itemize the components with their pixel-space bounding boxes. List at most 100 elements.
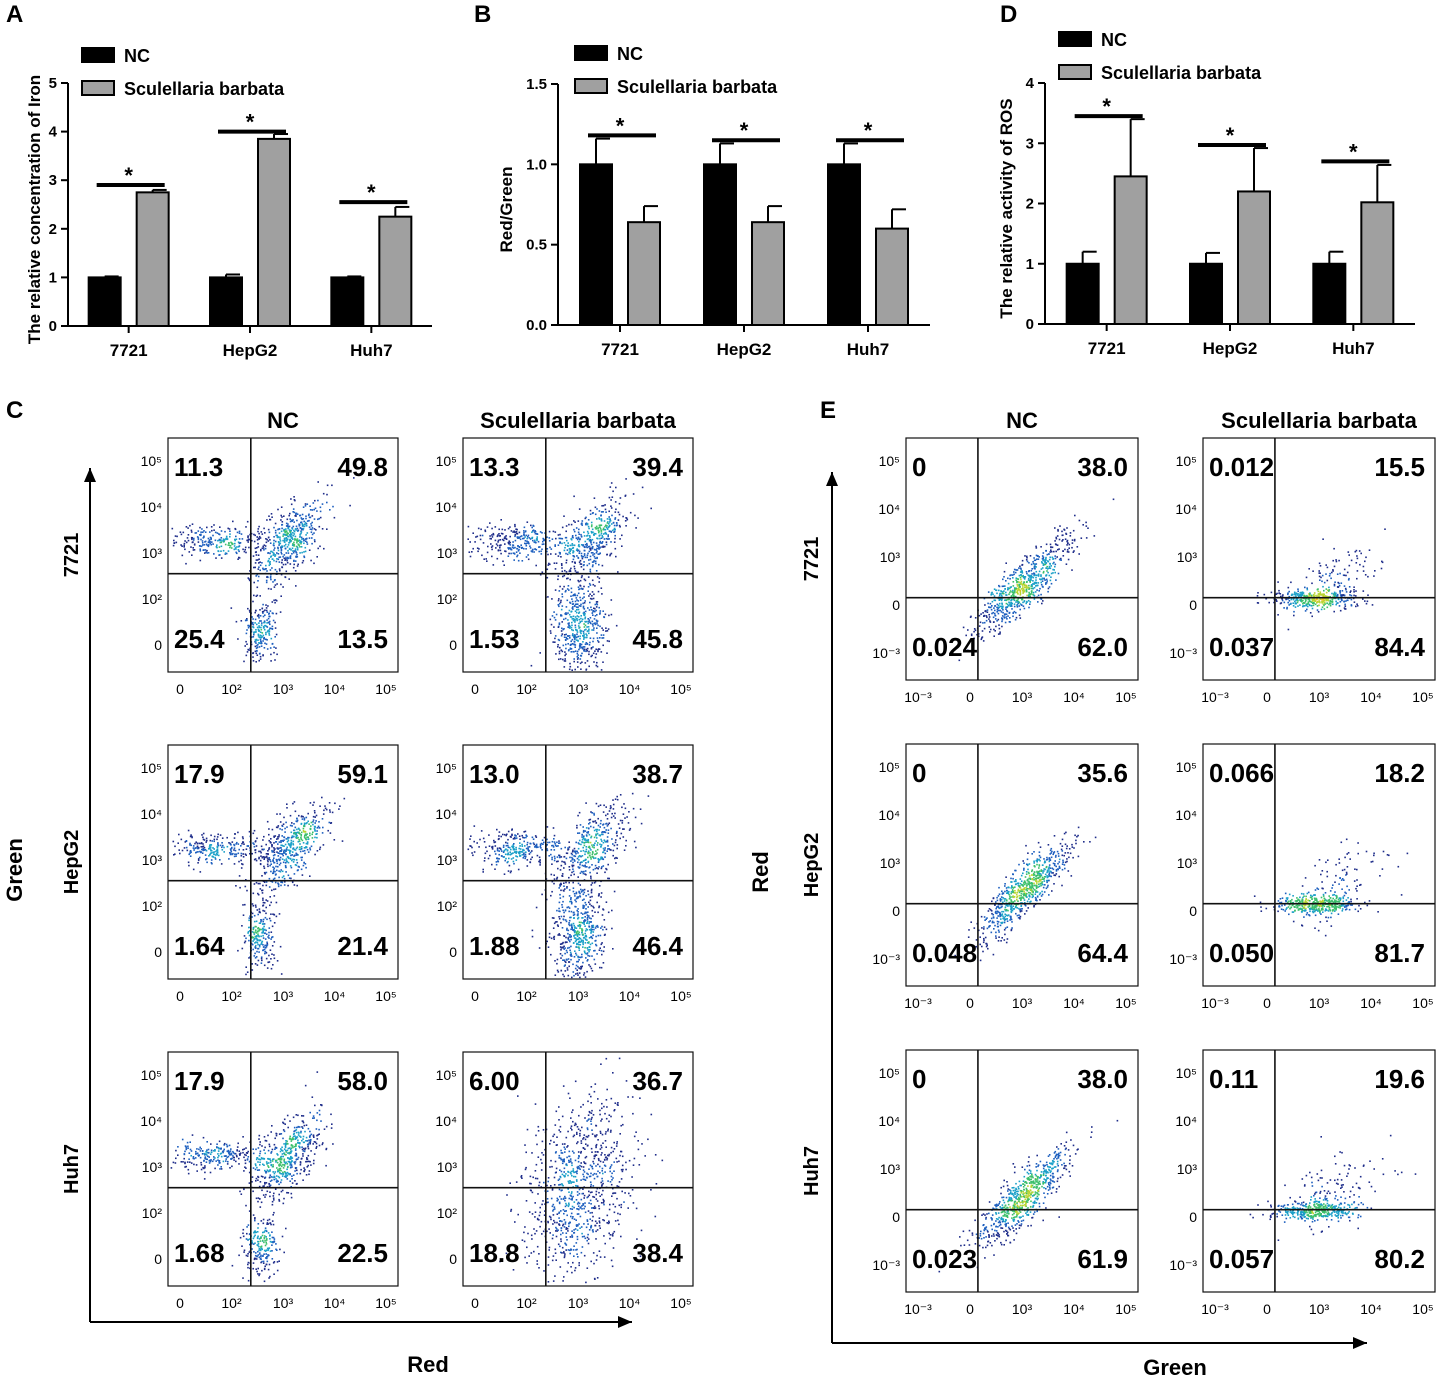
- event-point: [494, 868, 496, 870]
- event-point: [220, 863, 223, 865]
- event-point: [255, 956, 258, 958]
- event-point: [197, 862, 199, 864]
- event-point: [284, 881, 286, 883]
- event-point: [288, 1152, 291, 1154]
- event-point: [279, 1160, 282, 1163]
- event-point: [572, 922, 575, 925]
- event-point: [263, 902, 266, 904]
- event-point: [302, 1138, 304, 1140]
- event-point: [209, 848, 212, 850]
- event-point: [583, 841, 586, 844]
- event-point: [589, 871, 591, 874]
- event-point: [589, 513, 592, 515]
- event-point: [187, 534, 190, 536]
- event-point: [295, 835, 298, 838]
- event-point: [548, 936, 551, 939]
- event-point: [274, 568, 277, 571]
- event-point: [264, 532, 266, 534]
- event-point: [246, 651, 249, 653]
- event-point: [542, 543, 545, 545]
- event-point: [195, 847, 197, 849]
- event-point: [253, 858, 256, 861]
- event-point: [496, 828, 498, 831]
- event-point: [321, 528, 324, 530]
- event-point: [258, 1185, 261, 1188]
- event-point: [588, 595, 590, 597]
- event-point: [578, 811, 581, 814]
- event-point: [214, 858, 217, 860]
- event-point: [557, 575, 560, 577]
- event-point: [523, 831, 525, 833]
- event-point: [598, 553, 601, 555]
- event-point: [290, 1161, 292, 1164]
- event-point: [297, 529, 299, 532]
- event-point: [547, 946, 550, 948]
- event-point: [279, 813, 281, 815]
- event-point: [229, 544, 232, 547]
- event-point: [251, 616, 253, 618]
- event-point: [234, 547, 237, 549]
- event-point: [289, 850, 292, 852]
- event-point: [229, 848, 232, 850]
- event-point: [269, 841, 272, 843]
- event-point: [253, 540, 256, 543]
- event-point: [302, 560, 305, 562]
- event-point: [608, 521, 611, 523]
- event-point: [503, 564, 505, 566]
- event-point: [482, 837, 485, 840]
- event-point: [564, 546, 566, 549]
- event-point: [556, 921, 558, 923]
- quadrant-lower-right: 21.4: [337, 931, 388, 961]
- event-point: [280, 884, 282, 887]
- event-point: [555, 653, 557, 655]
- event-point: [254, 639, 257, 641]
- event-point: [297, 1126, 300, 1128]
- event-point: [199, 534, 201, 536]
- event-point: [287, 523, 289, 525]
- event-point: [618, 502, 621, 505]
- event-point: [290, 498, 292, 500]
- event-point: [603, 926, 606, 928]
- event-point: [209, 839, 212, 842]
- event-point: [300, 856, 302, 859]
- event-point: [561, 927, 564, 929]
- event-point: [524, 540, 527, 542]
- event-point: [255, 845, 258, 847]
- event-point: [566, 887, 568, 889]
- event-point: [601, 953, 603, 956]
- event-point: [467, 848, 470, 851]
- event-point: [284, 541, 286, 543]
- event-point: [311, 527, 314, 529]
- event-point: [597, 926, 599, 928]
- event-point: [241, 842, 243, 845]
- event-point: [566, 906, 568, 909]
- event-point: [273, 552, 275, 555]
- event-point: [600, 846, 602, 848]
- event-point: [614, 812, 616, 815]
- event-point: [296, 513, 299, 515]
- event-point: [637, 517, 639, 519]
- event-point: [276, 838, 278, 840]
- event-point: [312, 1162, 315, 1165]
- event-point: [247, 577, 250, 579]
- event-point: [567, 849, 569, 851]
- event-point: [591, 524, 593, 526]
- event-point: [300, 521, 303, 523]
- event-point: [497, 534, 499, 536]
- event-point: [523, 837, 526, 839]
- event-point: [583, 844, 586, 847]
- event-point: [278, 1200, 281, 1202]
- event-point: [584, 540, 587, 543]
- event-point: [240, 845, 242, 847]
- event-point: [596, 844, 599, 846]
- event-point: [573, 618, 576, 621]
- event-point: [193, 544, 196, 546]
- event-point: [287, 532, 290, 535]
- panel-letter: D: [1000, 1, 1017, 28]
- event-point: [255, 947, 257, 949]
- event-point: [309, 1141, 312, 1143]
- event-point: [583, 554, 586, 557]
- event-point: [491, 846, 494, 849]
- event-point: [285, 1161, 287, 1164]
